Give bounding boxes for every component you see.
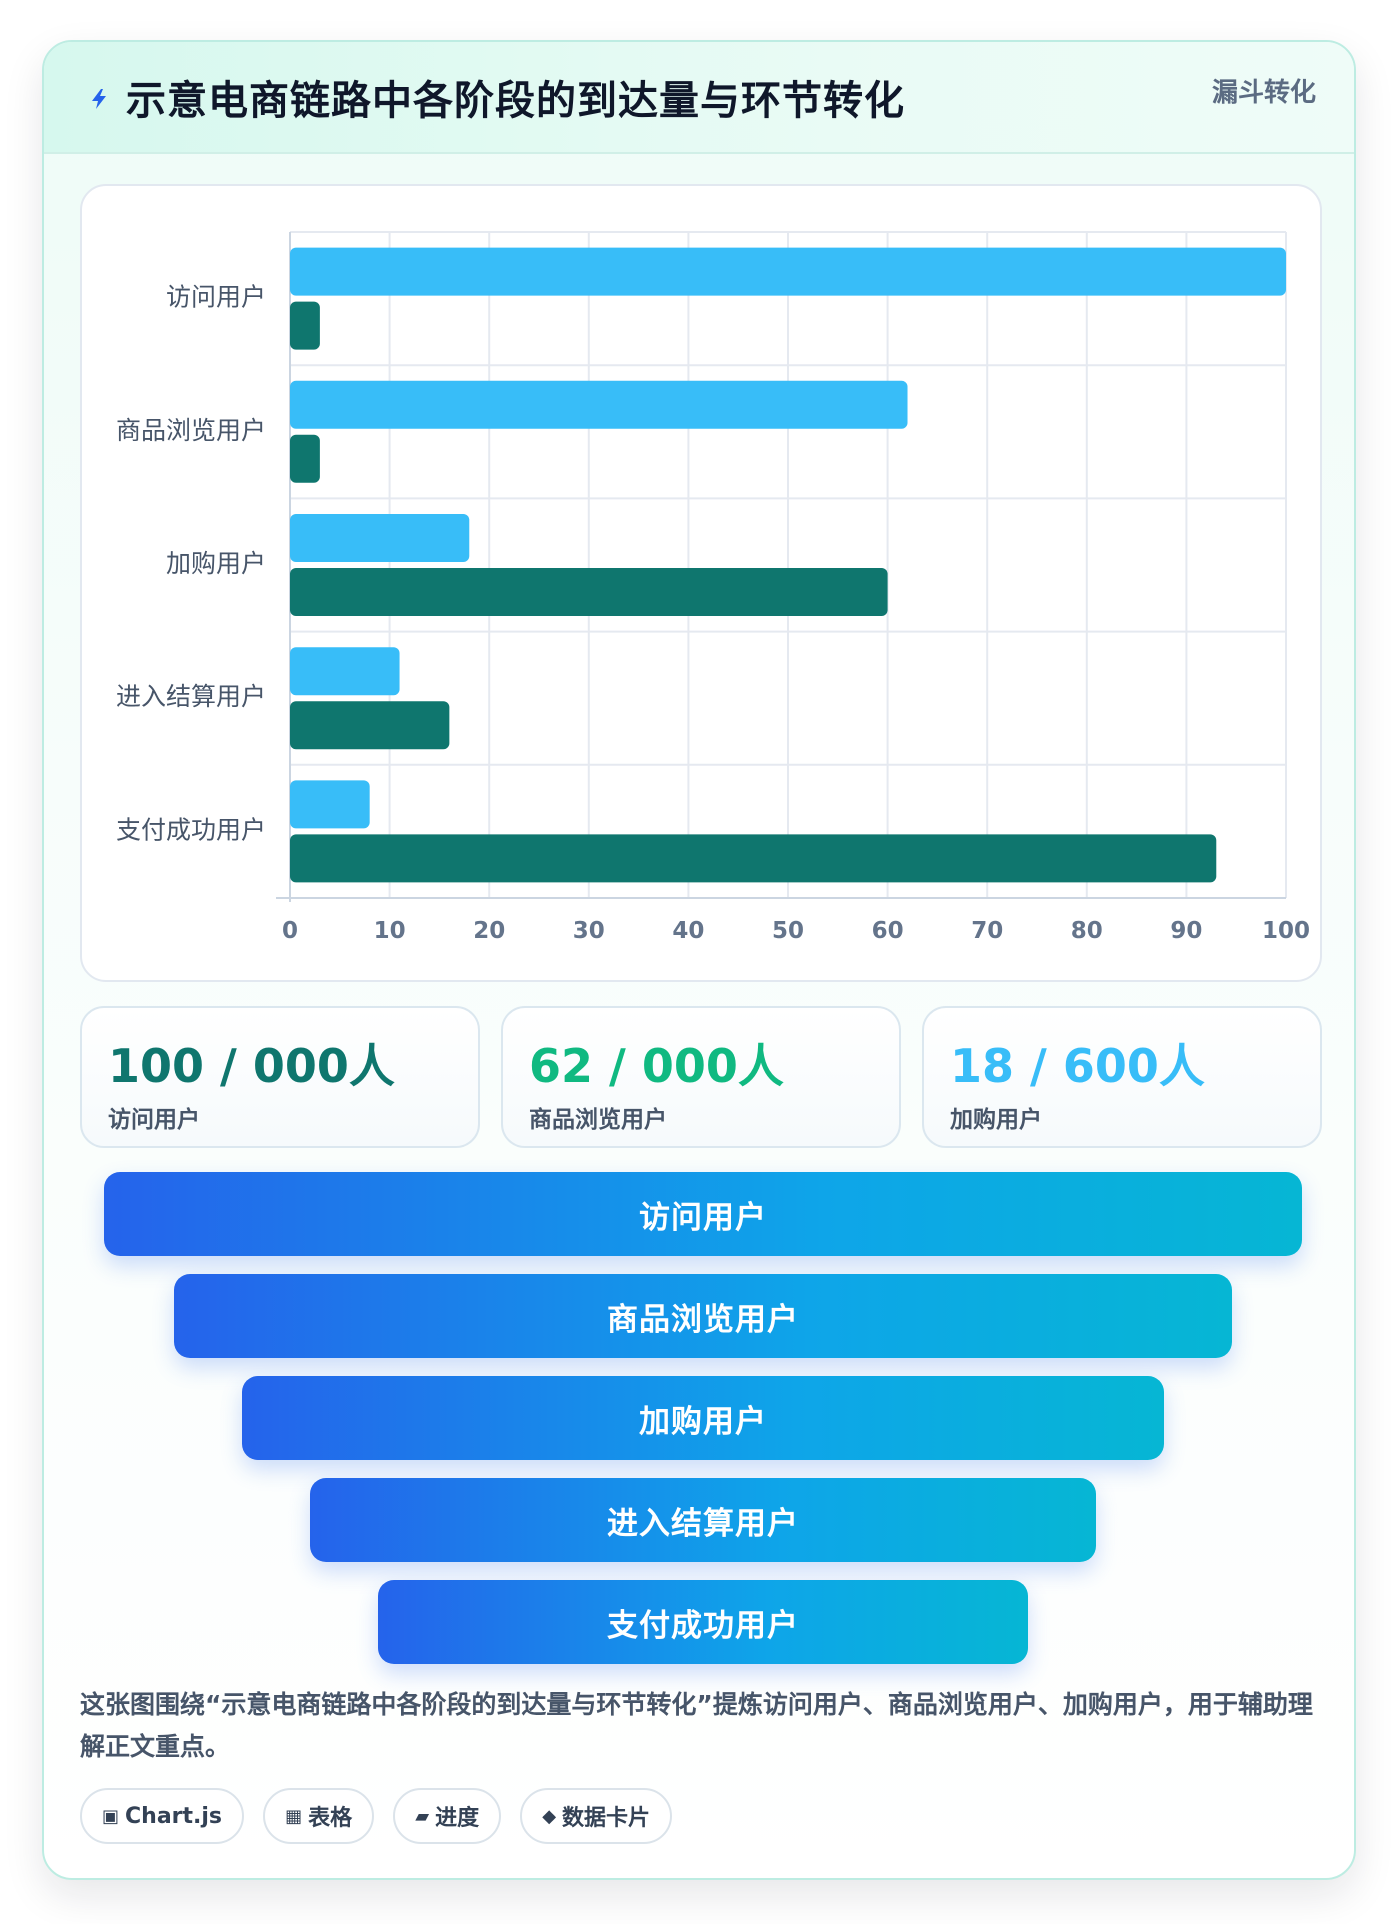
page-title: 示意电商链路中各阶段的到达量与环节转化 <box>126 78 905 124</box>
x-tick-label: 20 <box>473 918 505 944</box>
bar <box>290 780 370 829</box>
progress-icon: ▰ <box>415 1805 430 1827</box>
bar <box>290 568 888 616</box>
bar <box>290 514 470 562</box>
stat-value: 18 / 600人 <box>950 1039 1205 1093</box>
funnel-diagram: 访问用户 商品浏览用户 加购用户 进入结算用户 支付成功用户 <box>44 1172 1354 1692</box>
bar <box>290 834 1217 883</box>
x-tick-label: 90 <box>1170 918 1202 944</box>
stat-card: 18 / 600人 加购用户 <box>922 1006 1322 1148</box>
bar <box>290 301 320 350</box>
tag-label: 数据卡片 <box>562 1806 651 1831</box>
bar <box>290 380 908 429</box>
stat-label: 访问用户 <box>108 1107 200 1133</box>
tag-label: 表格 <box>308 1806 353 1831</box>
bar <box>290 701 450 750</box>
funnel-stage: 进入结算用户 <box>310 1478 1096 1562</box>
chart-icon: ▣ <box>102 1805 120 1827</box>
bar <box>290 434 320 483</box>
tag-label: 进度 <box>435 1806 480 1831</box>
x-tick-label: 40 <box>672 918 704 944</box>
tag-chip[interactable]: ▦ 表格 <box>263 1788 375 1844</box>
tag-chip[interactable]: ▣ Chart.js <box>80 1788 245 1844</box>
chart-description: 这张图围绕“示意电商链路中各阶段的到达量与环节转化”提炼访问用户、商品浏览用户、… <box>80 1690 1313 1761</box>
funnel-stage-label: 访问用户 <box>639 1199 767 1236</box>
stat-cards: 100 / 000人 访问用户 62 / 000人 商品浏览用户 18 / 60… <box>80 1006 1322 1148</box>
stat-card: 100 / 000人 访问用户 <box>80 1006 480 1148</box>
category-label: 商品浏览用户 <box>116 416 266 445</box>
stat-label: 加购用户 <box>950 1107 1042 1133</box>
x-tick-label: 0 <box>282 918 298 944</box>
funnel-stage-label: 加购用户 <box>639 1403 767 1440</box>
tag-label: Chart.js <box>125 1803 223 1829</box>
stat-value: 62 / 000人 <box>529 1039 784 1093</box>
category-label: 进入结算用户 <box>116 682 266 711</box>
stat-label: 商品浏览用户 <box>529 1107 667 1133</box>
tag-chip[interactable]: ▰ 进度 <box>393 1788 502 1844</box>
data-card-icon: ◆ <box>542 1805 557 1827</box>
stat-value: 100 / 000人 <box>108 1039 395 1093</box>
funnel-stage: 支付成功用户 <box>378 1580 1028 1664</box>
bar <box>290 647 400 696</box>
x-tick-label: 50 <box>772 918 804 944</box>
x-tick-label: 70 <box>971 918 1003 944</box>
funnel-stage-label: 支付成功用户 <box>607 1607 799 1644</box>
x-tick-label: 100 <box>1262 918 1310 944</box>
stat-card: 62 / 000人 商品浏览用户 <box>501 1006 901 1148</box>
card-header: 示意电商链路中各阶段的到达量与环节转化 漏斗转化 <box>44 42 1354 154</box>
funnel-stage: 访问用户 <box>104 1172 1302 1256</box>
bar <box>290 247 1286 296</box>
x-tick-label: 80 <box>1071 918 1103 944</box>
bar-chart-panel: 访问用户商品浏览用户加购用户进入结算用户 支付成功用户 0 10 20 30 40 50 60 7… <box>80 184 1322 982</box>
category-label: 访问用户 <box>166 283 266 312</box>
funnel-stage-label: 商品浏览用户 <box>607 1301 799 1338</box>
category-label: 加购用户 <box>166 549 266 578</box>
tag-chip[interactable]: ◆ 数据卡片 <box>520 1788 673 1844</box>
x-tick-label: 30 <box>573 918 605 944</box>
x-tick-label: 10 <box>374 918 406 944</box>
funnel-stage: 商品浏览用户 <box>174 1274 1232 1358</box>
category-badge: 漏斗转化 <box>1211 78 1316 108</box>
tag-list: ▣ Chart.js ▦ 表格 ▰ 进度 ◆ 数据卡片 <box>80 1788 1322 1846</box>
infographic-card: 示意电商链路中各阶段的到达量与环节转化 漏斗转化 访问用户 商品浏览用户 加购用户进… <box>42 40 1356 1880</box>
funnel-stage-label: 进入结算用户 <box>607 1505 799 1542</box>
table-icon: ▦ <box>285 1805 303 1827</box>
x-tick-label: 60 <box>872 918 904 944</box>
lightning-icon <box>92 89 106 109</box>
funnel-stage: 加购用户 <box>242 1376 1164 1460</box>
category-label: 支付成功用户 <box>116 815 266 844</box>
